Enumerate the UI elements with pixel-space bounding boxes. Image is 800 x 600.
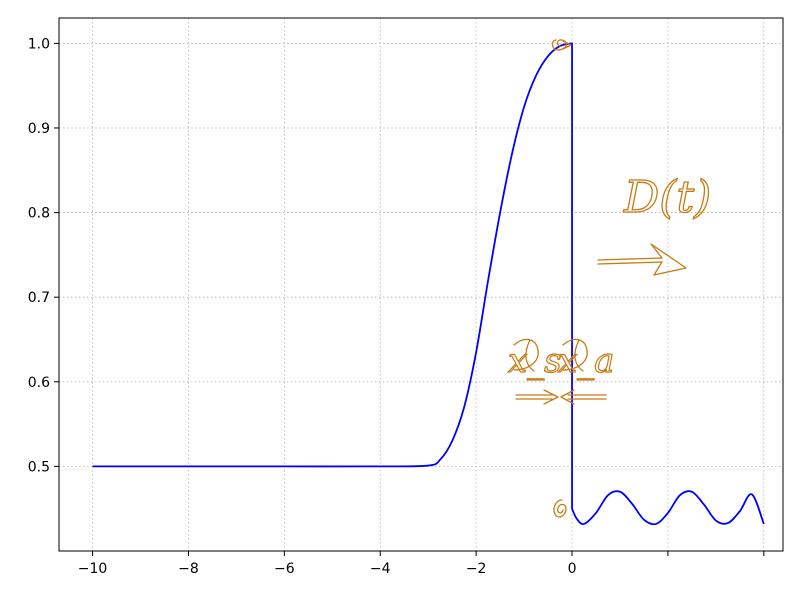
y-tick-label: 0.7 (28, 290, 50, 306)
x-tick-label: −6 (274, 561, 295, 577)
x-tick-label: 0 (568, 561, 577, 577)
direction-arrow-icon (597, 243, 687, 276)
x-tick-label: −10 (78, 561, 108, 577)
x-tick-label: −8 (178, 561, 199, 577)
plot-frame (58, 17, 784, 552)
x-tick-label: −2 (466, 561, 487, 577)
series-line (92, 42, 765, 526)
annotation-x-a: x_a (558, 341, 614, 381)
y-tick-label: 0.9 (28, 121, 50, 137)
y-tick-label: 0.6 (28, 375, 50, 391)
annotation-layer: D(t) x_s x_a (507, 39, 712, 518)
annotation-x-s: x_s (508, 341, 562, 381)
y-tick-label: 0.5 (28, 459, 50, 475)
tick-layer: −10 −8 −6 −4 −2 0 0.5 0.6 0.7 0.8 0.9 1.0 (28, 36, 765, 577)
series-layer (92, 42, 765, 526)
left-arrow-icon (515, 389, 559, 405)
y-tick-label: 0.8 (28, 206, 50, 222)
x-s-strokes (513, 338, 539, 372)
x-a-strokes (562, 338, 588, 372)
top-marker-icon (551, 39, 572, 51)
annotation-d-of-t: D(t) (623, 172, 711, 223)
bottom-marker-icon (553, 499, 567, 518)
x-tick-label: −4 (370, 561, 391, 577)
right-arrow-icon (560, 389, 607, 405)
y-tick-label: 1.0 (28, 36, 50, 52)
grid-lines (59, 18, 783, 551)
